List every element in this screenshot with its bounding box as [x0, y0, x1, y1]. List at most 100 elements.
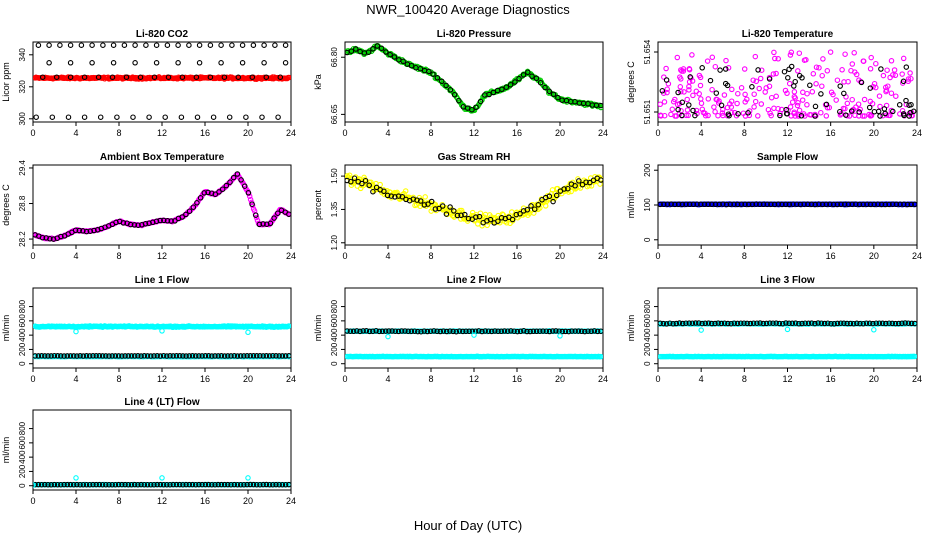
panel-co2: Li-820 CO2 Licor ppm 0 4 8 12 16 20 24 300 320 340: [1, 29, 296, 138]
data-point: [755, 113, 761, 119]
data-point: [565, 328, 572, 335]
data-point: [827, 201, 833, 208]
data-point: [807, 82, 813, 89]
x-tick-label: 24: [912, 374, 922, 384]
data-point: [432, 206, 439, 212]
plot-frame: [32, 41, 292, 123]
data-point: [162, 114, 168, 120]
data-point: [876, 93, 883, 99]
data-point: [77, 481, 83, 488]
data-point: [159, 328, 165, 334]
data-point: [788, 49, 795, 56]
x-tick-label: 16: [826, 128, 836, 138]
data-point: [223, 182, 230, 189]
data-point: [844, 100, 851, 107]
data-point: [777, 112, 783, 119]
data-point: [225, 353, 231, 359]
data-point: [873, 84, 879, 91]
data-point: [588, 328, 594, 335]
data-point: [235, 74, 242, 80]
data-point: [834, 77, 841, 83]
y-tick-label: 600: [18, 314, 27, 328]
data-point: [193, 74, 200, 80]
x-tick-label: 12: [157, 251, 167, 261]
data-point: [709, 86, 715, 93]
data-point: [677, 84, 684, 90]
data-point: [498, 328, 505, 335]
data-point: [878, 201, 885, 208]
series-line-3-hourly-average: [658, 320, 917, 327]
data-point: [263, 481, 270, 488]
data-points: [33, 42, 291, 120]
x-tick-label: 8: [742, 374, 747, 384]
y-axis-label: Licor ppm: [1, 62, 11, 102]
y-tick-label: 400: [643, 328, 652, 342]
data-point: [572, 183, 578, 189]
data-point: [125, 481, 132, 488]
x-tick-label: 8: [116, 374, 121, 384]
data-point: [39, 234, 46, 241]
data-point: [219, 186, 226, 192]
x-tick-label: 8: [428, 128, 433, 138]
data-point: [221, 353, 228, 359]
data-point: [529, 73, 535, 80]
data-point: [35, 481, 42, 488]
data-point: [795, 100, 801, 106]
data-point: [851, 50, 857, 56]
y-tick-label: 1.50: [330, 168, 339, 184]
data-point: [282, 60, 289, 66]
x-tick-label: 4: [699, 128, 704, 138]
y-tick-label: 800: [18, 421, 27, 435]
data-point: [524, 207, 531, 213]
data-point: [727, 201, 734, 208]
data-point: [524, 328, 530, 335]
data-point: [745, 201, 752, 208]
data-point: [245, 475, 251, 481]
data-point: [698, 327, 704, 333]
data-point: [165, 74, 172, 80]
data-point: [277, 74, 284, 80]
data-point: [167, 353, 173, 359]
data-point: [504, 328, 511, 334]
data-point: [202, 481, 209, 488]
x-tick-label: 0: [342, 374, 347, 384]
data-point: [886, 201, 892, 208]
data-point: [699, 65, 705, 71]
data-point: [196, 353, 202, 359]
data-point: [443, 82, 449, 89]
data-point: [871, 201, 877, 208]
data-point: [234, 171, 241, 177]
data-point: [73, 475, 79, 481]
data-point: [46, 42, 52, 48]
data-point: [834, 201, 841, 208]
series-co2-reference-tank-mid: [46, 60, 289, 66]
data-point: [64, 481, 71, 488]
data-point: [205, 189, 211, 196]
x-tick-label: 8: [742, 128, 747, 138]
data-point: [389, 328, 395, 334]
data-point: [658, 201, 663, 208]
data-point: [57, 42, 63, 48]
data-point: [159, 475, 165, 481]
data-point: [196, 42, 203, 48]
data-point: [910, 108, 917, 115]
data-point: [253, 481, 260, 488]
data-point: [768, 94, 775, 101]
data-point: [495, 328, 501, 335]
data-point: [81, 114, 88, 120]
data-point: [540, 328, 546, 334]
data-point: [773, 70, 779, 77]
data-point: [112, 481, 119, 488]
data-point: [138, 481, 144, 488]
data-point: [808, 201, 815, 208]
panel-title: Line 2 Flow: [447, 275, 502, 286]
data-point: [122, 481, 128, 488]
data-point: [891, 67, 898, 73]
data-point: [533, 75, 540, 82]
data-point: [818, 109, 824, 116]
data-point: [871, 327, 877, 333]
data-point: [693, 88, 700, 95]
data-point: [373, 328, 379, 334]
data-point: [878, 66, 884, 72]
